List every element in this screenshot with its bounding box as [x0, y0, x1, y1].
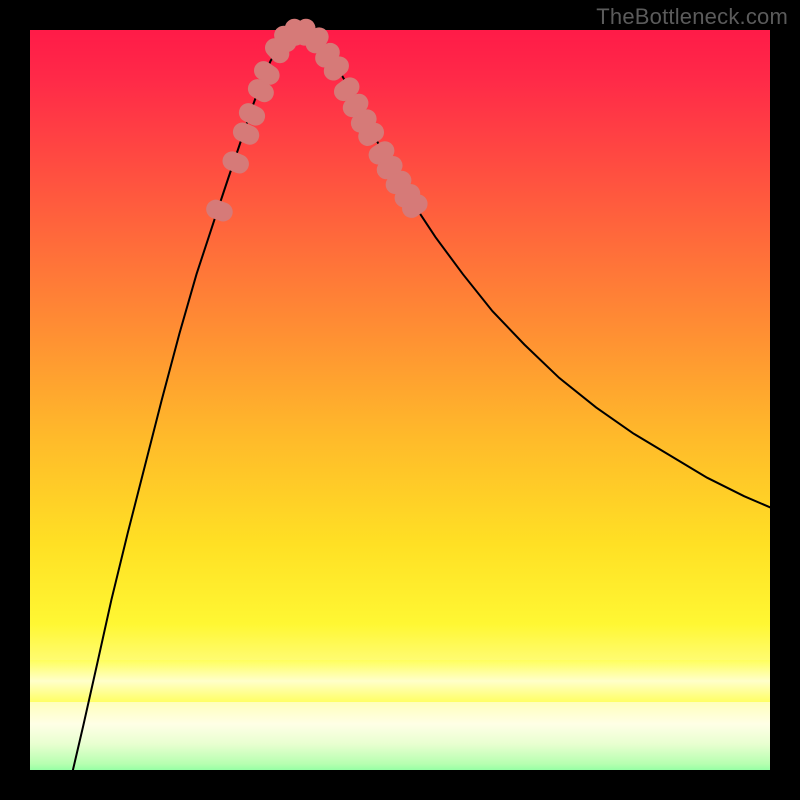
curve-marker — [204, 198, 235, 224]
chart-frame — [15, 15, 785, 785]
curve-marker — [220, 149, 251, 175]
chart-stage: TheBottleneck.com — [0, 0, 800, 800]
curve-right — [304, 31, 770, 508]
chart-svg — [0, 0, 800, 800]
curve-left — [73, 31, 300, 770]
watermark-text: TheBottleneck.com — [596, 4, 788, 30]
